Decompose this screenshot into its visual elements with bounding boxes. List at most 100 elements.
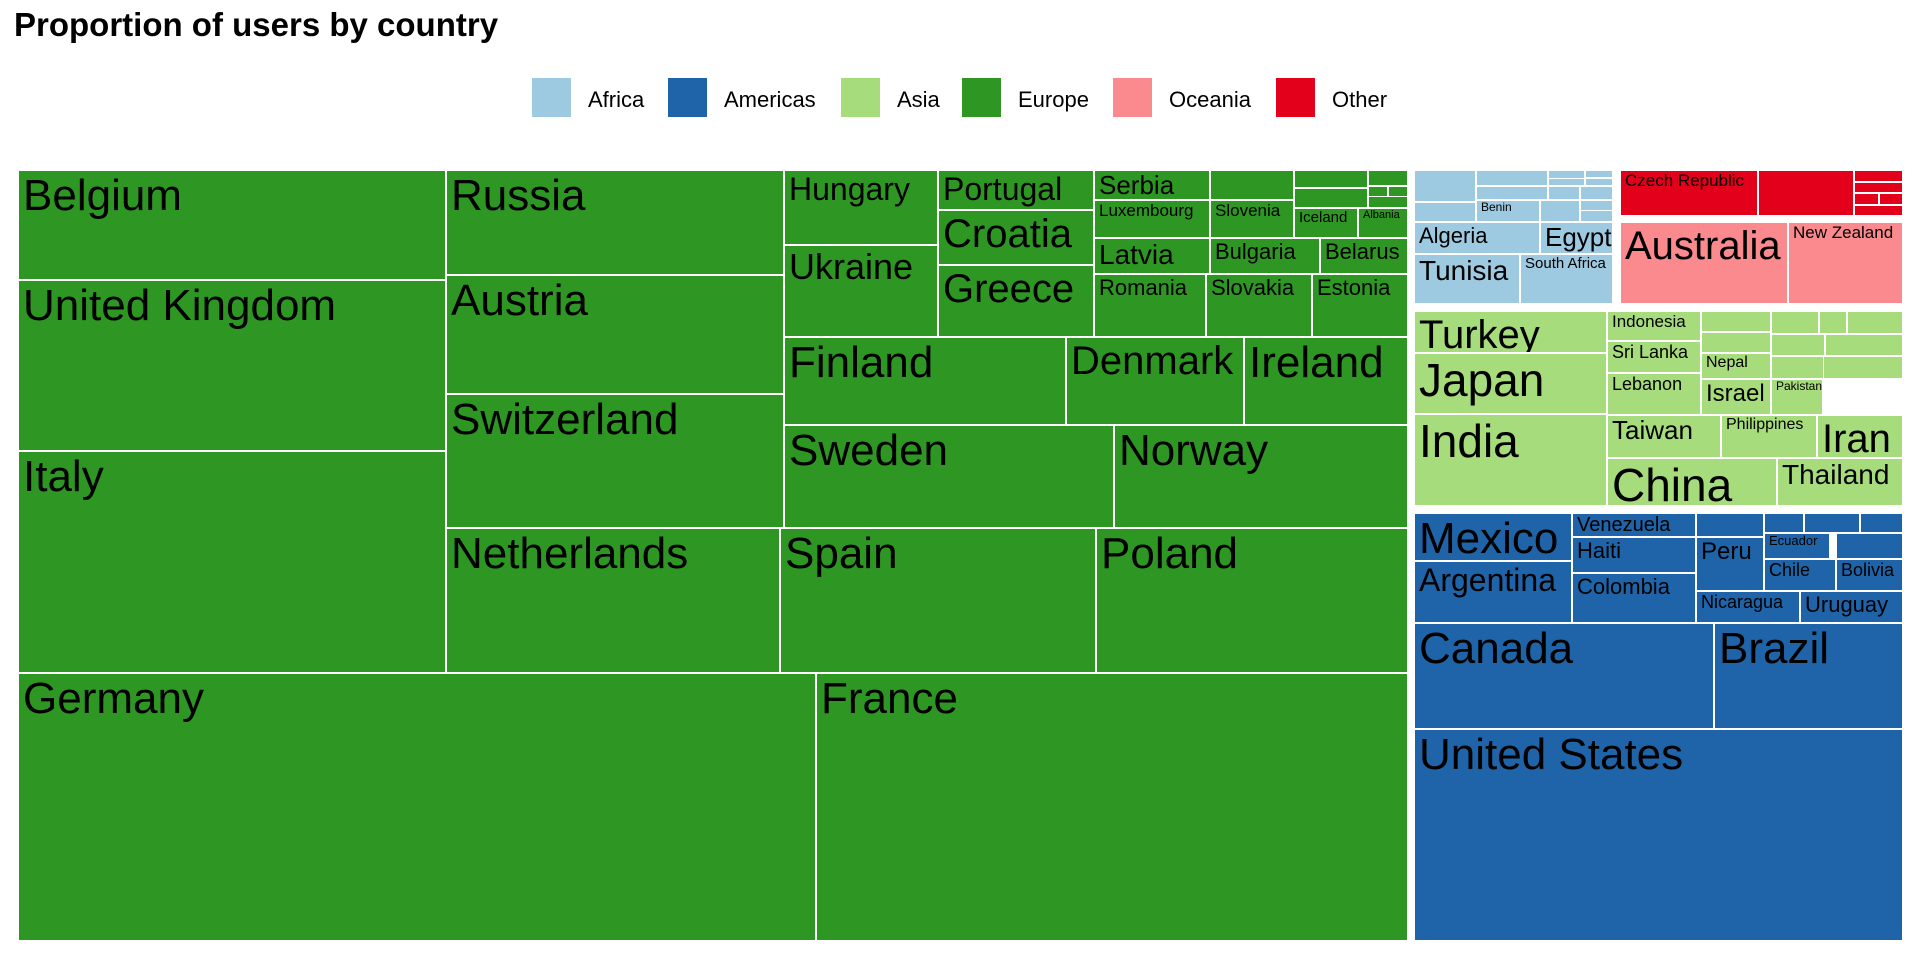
treemap-label-indonesia: Indonesia <box>1612 312 1686 331</box>
treemap-label-philippines: Philippines <box>1726 416 1804 433</box>
treemap-label-mexico: Mexico <box>1419 514 1559 561</box>
treemap-label-uruguay: Uruguay <box>1805 592 1889 617</box>
treemap-label-russia: Russia <box>451 171 586 220</box>
treemap-cell-indonesia: Indonesia <box>1607 311 1701 341</box>
treemap-cell-tunisia: Tunisia <box>1414 254 1520 304</box>
treemap-label-iceland: Iceland <box>1299 209 1348 226</box>
treemap-cell-africa-small-8 <box>1476 186 1548 200</box>
treemap-cell-hungary: Hungary <box>784 170 938 245</box>
treemap-cell-asia-small-14 <box>1701 311 1771 332</box>
treemap-cell-latvia: Latvia <box>1094 238 1210 274</box>
treemap-cell-austria: Austria <box>446 275 784 394</box>
treemap-cell-thailand: Thailand <box>1777 458 1903 506</box>
treemap-label-czech-republic: Czech Republic <box>1625 171 1745 190</box>
treemap-label-belgium: Belgium <box>23 171 182 220</box>
treemap-label-south-africa: South Africa <box>1525 255 1606 272</box>
treemap-cell-serbia: Serbia <box>1094 170 1210 200</box>
legend-label-other: Other <box>1332 87 1388 112</box>
treemap-cell-asia-small-17 <box>1819 311 1847 334</box>
treemap-label-new-zealand: New Zealand <box>1793 223 1894 242</box>
chart-title: Proportion of users by country <box>14 6 499 43</box>
treemap-cell-europe-small-37 <box>1368 186 1388 197</box>
treemap-label-tunisia: Tunisia <box>1419 255 1509 286</box>
treemap-label-bulgaria: Bulgaria <box>1215 239 1296 264</box>
treemap-label-turkey: Turkey <box>1419 313 1540 353</box>
treemap-label-slovenia: Slovenia <box>1215 201 1281 220</box>
treemap-cell-haiti: Haiti <box>1572 537 1696 573</box>
treemap-cell-algeria: Algeria <box>1414 222 1540 254</box>
treemap-cell-africa-small-15 <box>1585 170 1613 178</box>
treemap-cell-ukraine: Ukraine <box>784 245 938 337</box>
treemap-cell-south-africa: South Africa <box>1520 254 1613 304</box>
treemap-label-austria: Austria <box>451 276 588 325</box>
treemap-cell-denmark: Denmark <box>1066 337 1244 425</box>
treemap-label-croatia: Croatia <box>943 212 1072 256</box>
treemap-cell-benin: Benin <box>1476 200 1540 222</box>
treemap-label-nicaragua: Nicaragua <box>1701 592 1784 612</box>
treemap-cell-united-kingdom: United Kingdom <box>18 280 446 451</box>
treemap-label-belarus: Belarus <box>1325 239 1400 264</box>
treemap-cell-croatia: Croatia <box>938 210 1094 265</box>
treemap-label-canada: Canada <box>1419 624 1574 673</box>
treemap-cell-africa-small-13 <box>1548 186 1580 200</box>
treemap-cell-europe-small-32 <box>1210 170 1294 200</box>
treemap-cell-bulgaria: Bulgaria <box>1210 238 1320 274</box>
treemap-label-iran: Iran <box>1822 417 1891 458</box>
legend-swatch-europe <box>962 78 1001 117</box>
treemap-cell-argentina: Argentina <box>1414 561 1572 623</box>
treemap-label-venezuela: Venezuela <box>1577 514 1671 536</box>
treemap-cell-lebanon: Lebanon <box>1607 373 1701 415</box>
treemap-cell-americas-small-16 <box>1804 513 1860 533</box>
treemap-cell-slovenia: Slovenia <box>1210 200 1294 238</box>
treemap-cell-other-small-5 <box>1854 193 1879 205</box>
treemap-label-ireland: Ireland <box>1249 338 1384 387</box>
treemap-cell-netherlands: Netherlands <box>446 528 780 673</box>
treemap-cell-ecuador: Ecuador <box>1764 533 1830 559</box>
treemap-cell-czech-republic: Czech Republic <box>1620 170 1758 216</box>
treemap-cell-romania: Romania <box>1094 274 1206 337</box>
treemap-cell-asia-small-19 <box>1771 334 1825 356</box>
treemap-cell-egypt: Egypt <box>1540 222 1613 254</box>
treemap-cell-colombia: Colombia <box>1572 573 1696 623</box>
treemap-label-spain: Spain <box>785 529 898 578</box>
treemap-label-argentina: Argentina <box>1419 562 1556 598</box>
treemap-label-peru: Peru <box>1701 538 1752 565</box>
treemap-label-denmark: Denmark <box>1071 339 1234 383</box>
treemap-cell-philippines: Philippines <box>1721 415 1817 458</box>
legend-swatch-asia <box>841 78 880 117</box>
treemap-cell-nicaragua: Nicaragua <box>1696 591 1800 623</box>
treemap-label-israel: Israel <box>1706 380 1765 407</box>
treemap-cell-new-zealand: New Zealand <box>1788 222 1903 304</box>
treemap-label-sweden: Sweden <box>789 426 949 475</box>
treemap-cell-asia-small-22 <box>1823 356 1903 379</box>
treemap-cell-venezuela: Venezuela <box>1572 513 1696 537</box>
treemap-cell-europe-small-36 <box>1368 186 1408 208</box>
treemap-label-united-kingdom: United Kingdom <box>23 281 337 330</box>
treemap-label-pakistan: Pakistan <box>1776 379 1823 393</box>
treemap-cell-europe-small-38 <box>1388 186 1408 197</box>
treemap-label-bolivia: Bolivia <box>1841 560 1895 580</box>
treemap-label-sri-lanka: Sri Lanka <box>1612 342 1689 362</box>
treemap-cell-peru: Peru <box>1696 537 1764 591</box>
treemap-cell-other-small-3 <box>1854 170 1903 182</box>
treemap-label-netherlands: Netherlands <box>451 529 689 578</box>
treemap-cell-nepal: Nepal <box>1701 353 1771 379</box>
treemap-cell-australia: Australia <box>1620 222 1788 304</box>
treemap-label-romania: Romania <box>1099 275 1188 300</box>
treemap-label-ecuador: Ecuador <box>1769 533 1818 548</box>
treemap-label-finland: Finland <box>789 338 934 387</box>
treemap-cell-taiwan: Taiwan <box>1607 415 1721 458</box>
treemap-label-germany: Germany <box>23 674 204 723</box>
legend-swatch-americas <box>668 78 707 117</box>
legend-label-americas: Americas <box>724 87 816 112</box>
treemap-cell-americas-small-17 <box>1860 513 1903 533</box>
treemap-cell-sri-lanka: Sri Lanka <box>1607 341 1701 373</box>
treemap-cell-africa-small-12 <box>1585 170 1613 186</box>
legend: Africa Americas Asia Europe Oceania Othe… <box>0 78 1920 122</box>
treemap-cell-israel: Israel <box>1701 379 1771 415</box>
treemap-cell-other-small-7 <box>1854 205 1903 216</box>
treemap-label-italy: Italy <box>23 452 104 501</box>
treemap-cell-africa-small-17 <box>1585 178 1613 186</box>
treemap-cell-asia-small-16 <box>1771 311 1819 334</box>
